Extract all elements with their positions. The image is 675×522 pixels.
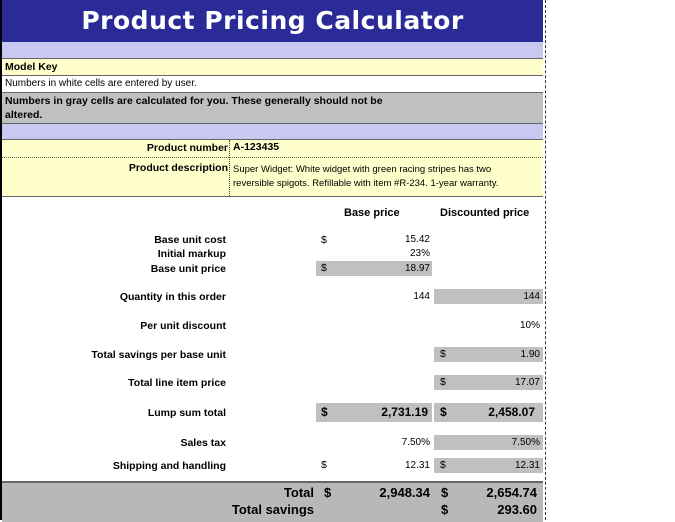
total-base-value: 2,948.34 <box>379 485 430 500</box>
quantity-discounted-value: 144 <box>523 291 540 302</box>
white-note-row: Numbers in white cells are entered by us… <box>2 76 543 93</box>
totals-band: Total $ 2,948.34 $ 2,654.74 Total saving… <box>2 481 543 522</box>
shipping-base-currency: $ <box>321 459 327 471</box>
shipping-base-value[interactable]: 12.31 <box>404 460 430 471</box>
gray-cells-note-1: Numbers in gray cells are calculated for… <box>5 95 383 107</box>
quantity-label: Quantity in this order <box>119 291 226 303</box>
sales-tax-discounted-value: 7.50% <box>511 437 540 448</box>
total-savings-label: Total savings <box>231 502 314 517</box>
shipping-discounted-cell <box>434 458 543 473</box>
sales-tax-base-value[interactable]: 7.50% <box>401 437 430 448</box>
base-unit-price-label: Base unit price <box>150 263 226 275</box>
product-description-label: Product description <box>128 162 228 174</box>
total-label: Total <box>283 485 314 500</box>
lump-sum-base-cell <box>316 403 432 422</box>
total-line-item-label: Total line item price <box>128 377 226 389</box>
page-title: Product Pricing Calculator <box>2 0 543 42</box>
shipping-label: Shipping and handling <box>112 460 226 472</box>
discounted-price-header: Discounted price <box>440 207 530 219</box>
model-key-heading: Model Key <box>5 61 58 73</box>
total-savings-currency: $ <box>441 502 449 517</box>
lump-sum-discounted-value: 2,458.07 <box>488 405 535 419</box>
total-savings-per-unit-label: Total savings per base unit <box>91 349 226 361</box>
per-unit-discount-value[interactable]: 10% <box>519 320 540 331</box>
initial-markup-value[interactable]: 23% <box>409 248 430 259</box>
base-unit-cost-currency: $ <box>321 234 327 246</box>
shipping-discounted-value: 12.31 <box>514 460 540 471</box>
model-key-row: Model Key <box>2 59 543 76</box>
lump-sum-discounted-currency: $ <box>440 405 447 419</box>
product-description-line-1[interactable]: Super Widget: White widget with green ra… <box>233 164 492 175</box>
product-number-row: Product number A-123435 <box>2 140 543 158</box>
shipping-discounted-currency: $ <box>440 459 446 471</box>
sales-tax-discounted-cell <box>434 435 543 450</box>
total-discounted-currency: $ <box>441 485 449 500</box>
total-savings-value: 293.60 <box>497 502 537 517</box>
product-divider <box>229 140 230 196</box>
gray-note-row: Numbers in gray cells are calculated for… <box>2 93 543 124</box>
total-discounted-value: 2,654.74 <box>486 485 537 500</box>
initial-markup-label: Initial markup <box>157 248 226 260</box>
total-base-currency: $ <box>324 485 332 500</box>
gray-cells-note-2: altered. <box>5 109 43 121</box>
base-unit-price-value: 18.97 <box>404 263 430 274</box>
total-savings-per-unit-value: 1.90 <box>520 349 540 360</box>
per-unit-discount-label: Per unit discount <box>140 320 226 332</box>
sheet-left-edge <box>0 0 2 520</box>
base-unit-price-currency: $ <box>321 262 327 274</box>
sales-tax-label: Sales tax <box>180 437 226 449</box>
quantity-discounted-cell <box>434 289 543 304</box>
quantity-base-value[interactable]: 144 <box>413 291 430 302</box>
total-savings-per-unit-currency: $ <box>440 348 446 360</box>
base-price-header: Base price <box>344 207 400 219</box>
product-number-label: Product number <box>146 142 228 154</box>
spreadsheet: Product Pricing Calculator Model Key Num… <box>0 0 546 522</box>
total-line-item-cell <box>434 375 543 390</box>
total-savings-per-unit-cell <box>434 347 543 362</box>
product-description-row: Product description Super Widget: White … <box>2 158 543 197</box>
base-unit-cost-value[interactable]: 15.42 <box>404 234 430 245</box>
lump-sum-discounted-cell <box>434 403 543 422</box>
base-unit-cost-label: Base unit cost <box>154 234 226 246</box>
spacer-band-2 <box>2 124 543 140</box>
product-description-line-2[interactable]: reversible spigots. Refillable with item… <box>233 178 499 189</box>
total-line-item-currency: $ <box>440 376 446 388</box>
spacer-band <box>2 42 543 59</box>
product-number-value[interactable]: A-123435 <box>233 141 280 153</box>
lump-sum-base-currency: $ <box>321 405 328 419</box>
base-unit-price-cell <box>316 261 432 276</box>
white-cells-note: Numbers in white cells are entered by us… <box>5 78 197 89</box>
total-line-item-value: 17.07 <box>514 377 540 388</box>
lump-sum-label: Lump sum total <box>147 407 226 419</box>
lump-sum-base-value: 2,731.19 <box>381 405 428 419</box>
